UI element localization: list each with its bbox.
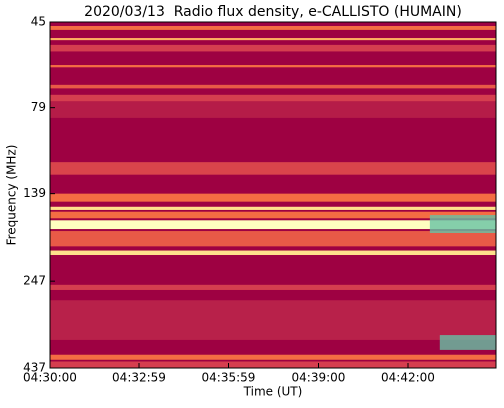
- band: [50, 162, 496, 175]
- burst-patch: [439, 335, 496, 350]
- band: [50, 250, 496, 256]
- y-tick-label: 79: [31, 100, 46, 114]
- y-tick-label: 45: [31, 15, 46, 29]
- chart-title: 2020/03/13 Radio flux density, e-CALLIST…: [84, 4, 462, 20]
- band: [50, 94, 496, 102]
- burst-patch: [429, 215, 496, 233]
- band: [50, 44, 496, 52]
- y-tick-label: 437: [23, 361, 46, 375]
- band: [50, 231, 496, 247]
- band: [50, 300, 496, 340]
- band: [50, 220, 496, 230]
- band: [50, 211, 496, 219]
- y-axis-label: Frequency (MHz): [5, 145, 19, 246]
- band: [50, 361, 496, 368]
- x-axis-label: Time (UT): [243, 385, 303, 399]
- band: [50, 354, 496, 360]
- x-tick-label: 04:30:00: [23, 371, 77, 385]
- band: [50, 101, 496, 118]
- band: [50, 26, 496, 30]
- band: [50, 84, 496, 89]
- plot-frame: [49, 21, 497, 369]
- x-tick-label: 04:42:00: [381, 371, 435, 385]
- x-tick-label: 04:35:59: [202, 371, 256, 385]
- band: [50, 65, 496, 68]
- y-tick-label: 139: [23, 186, 46, 200]
- band: [50, 284, 496, 290]
- band: [50, 193, 496, 202]
- band: [50, 38, 496, 41]
- y-tick-label: 247: [23, 274, 46, 288]
- x-tick-label: 04:32:59: [112, 371, 166, 385]
- band: [50, 206, 496, 210]
- x-tick-label: 04:39:00: [292, 371, 346, 385]
